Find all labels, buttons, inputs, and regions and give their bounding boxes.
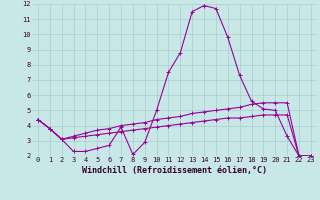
X-axis label: Windchill (Refroidissement éolien,°C): Windchill (Refroidissement éolien,°C) bbox=[82, 166, 267, 175]
